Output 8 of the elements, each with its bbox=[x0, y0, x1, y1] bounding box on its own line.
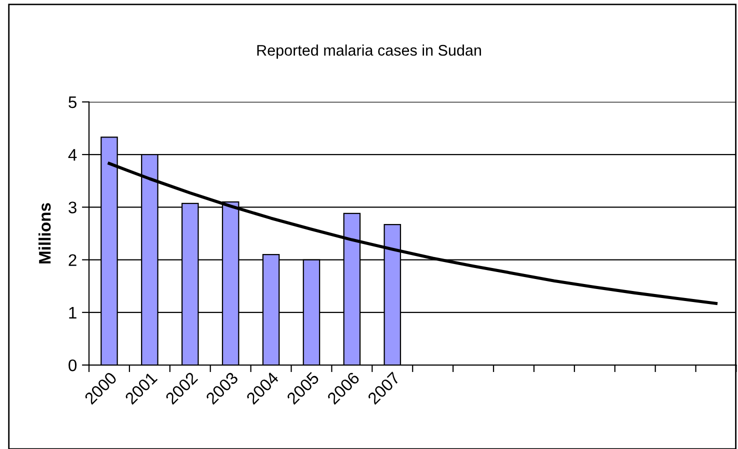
chart-title: Reported malaria cases in Sudan bbox=[257, 44, 481, 59]
y-axis-title: Millions bbox=[38, 203, 51, 264]
y-tick-label: 4 bbox=[68, 149, 77, 161]
y-tick-label: 1 bbox=[69, 306, 76, 318]
y-tick-label: 2 bbox=[68, 254, 76, 266]
y-tick-label: 3 bbox=[68, 202, 76, 214]
y-tick-label: 5 bbox=[68, 96, 76, 108]
y-tick-label: 0 bbox=[68, 359, 77, 372]
